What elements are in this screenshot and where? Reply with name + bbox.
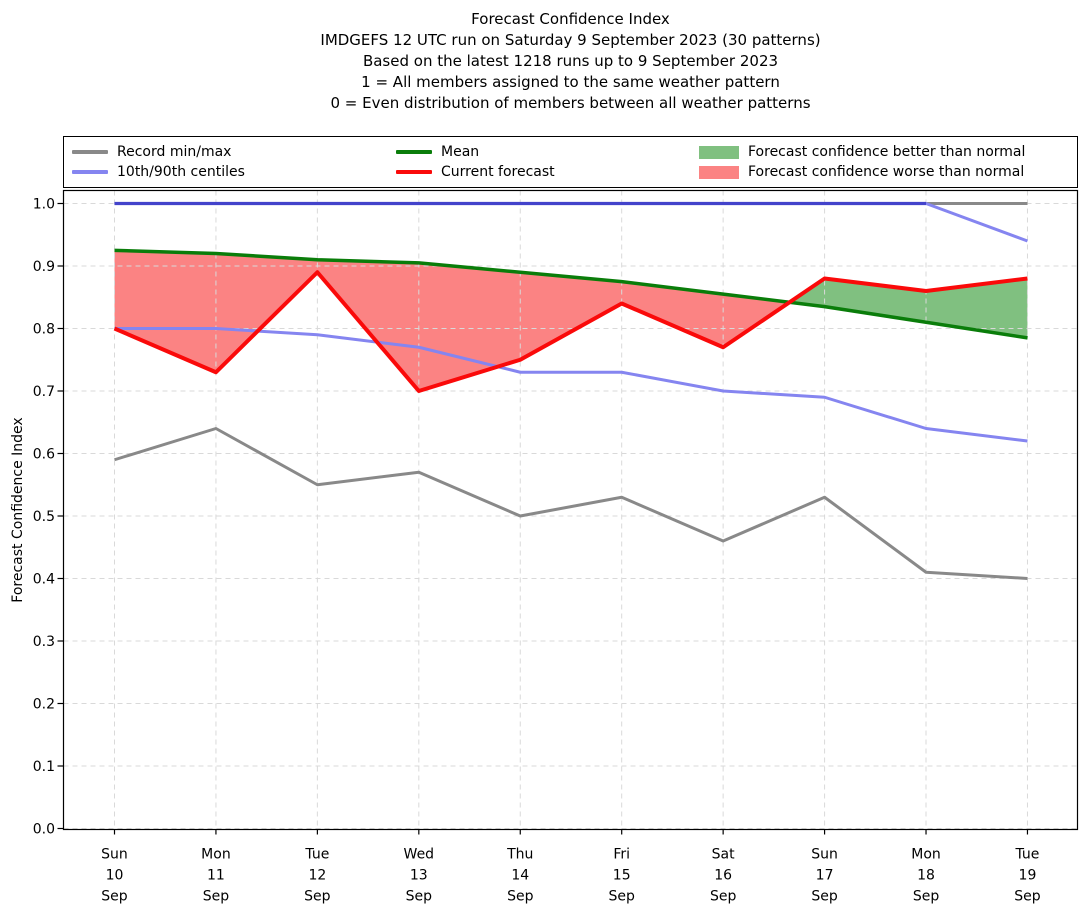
legend: Record min/max 10th/90th centiles Mean C…	[63, 136, 1078, 188]
x-tick-label: Mon	[911, 847, 941, 863]
chart-title: Forecast Confidence Index IMDGEFS 12 UTC…	[63, 9, 1078, 114]
x-tick-label: Sep	[507, 889, 534, 905]
legend-label: Record min/max	[117, 144, 232, 160]
x-tick-label: Sep	[1014, 889, 1041, 905]
record-minmax-swatch	[72, 150, 108, 154]
confidence-worse-fill	[114, 250, 790, 391]
legend-item-worse-than-normal: Forecast confidence worse than normal	[699, 162, 1025, 182]
chart-title-line-2: IMDGEFS 12 UTC run on Saturday 9 Septemb…	[320, 31, 821, 49]
x-tick-label: Sep	[609, 889, 636, 905]
y-axis-label: Forecast Confidence Index	[10, 417, 26, 602]
confidence-fills	[114, 250, 1028, 391]
centile-90-line	[114, 202, 1028, 243]
x-tick-label: Sep	[710, 889, 737, 905]
x-tick-label: Tue	[1014, 847, 1039, 863]
legend-item-record-minmax: Record min/max	[72, 142, 245, 162]
x-tick-label: Sep	[811, 889, 838, 905]
chart-title-line-5: 0 = Even distribution of members between…	[330, 94, 811, 112]
x-tick-label: 18	[917, 868, 935, 884]
x-tick-label: 13	[410, 868, 428, 884]
worse-than-normal-swatch	[699, 165, 739, 179]
legend-label: Current forecast	[441, 164, 555, 180]
x-tick-label: 15	[613, 868, 631, 884]
x-tick-label: Tue	[304, 847, 329, 863]
current-forecast-swatch	[396, 170, 432, 174]
x-tick-label: Thu	[506, 847, 533, 863]
legend-item-centiles: 10th/90th centiles	[72, 162, 245, 182]
x-tick-label: Fri	[613, 847, 630, 863]
plot-frame	[62, 189, 1079, 831]
centile-10-line	[114, 327, 1028, 443]
legend-item-better-than-normal: Forecast confidence better than normal	[699, 142, 1025, 162]
y-tick-label: 0.1	[33, 759, 55, 775]
legend-column-1: Record min/max 10th/90th centiles	[72, 142, 245, 182]
chart-title-line-3: Based on the latest 1218 runs up to 9 Se…	[362, 52, 779, 70]
gridlines	[63, 190, 1078, 830]
y-tick-labels: 0.0 0.1 0.2 0.3 0.4 0.5 0.6 0.7 0.8 0.9 1.0	[33, 197, 55, 838]
y-tick-label: 0.0	[33, 822, 55, 838]
x-tick-label: 10	[106, 868, 124, 884]
y-tick-label: 0.4	[33, 572, 55, 588]
x-tick-label: 19	[1019, 868, 1037, 884]
x-tick-label: 14	[511, 868, 529, 884]
x-tick-label: 16	[714, 868, 732, 884]
mean-line	[114, 248, 1028, 340]
y-tick-label: 1.0	[33, 197, 55, 213]
legend-item-mean: Mean	[396, 142, 555, 162]
series-lines	[113, 201, 1028, 580]
legend-label: 10th/90th centiles	[117, 164, 245, 180]
x-tick-label: Sep	[406, 889, 433, 905]
x-tick-label: Sep	[101, 889, 128, 905]
x-tick-labels: Sun 10 Sep Mon 11 Sep Tue 12 Sep Wed 13 Sep Thu 14 Sep…	[101, 847, 1041, 905]
y-tick-label: 0.5	[33, 509, 55, 525]
x-tick-label: Sep	[203, 889, 230, 905]
legend-label: Forecast confidence worse than normal	[748, 164, 1025, 180]
x-tick-label: Sep	[304, 889, 331, 905]
current-forecast-line	[113, 270, 1028, 393]
chart-title-line-4: 1 = All members assigned to the same wea…	[361, 73, 780, 91]
x-tick-label: Sat	[712, 847, 735, 863]
y-tick-label: 0.7	[33, 384, 55, 400]
x-tick-label: 11	[207, 868, 225, 884]
confidence-better-fill	[789, 278, 1028, 338]
x-tick-label: 17	[816, 868, 834, 884]
legend-column-3: Forecast confidence better than normal F…	[699, 142, 1025, 182]
legend-column-2: Mean Current forecast	[396, 142, 555, 182]
x-tick-label: Sep	[913, 889, 940, 905]
mean-swatch	[396, 150, 432, 154]
legend-label: Mean	[441, 144, 480, 160]
y-tick-label: 0.2	[33, 697, 55, 713]
y-tick-label: 0.9	[33, 259, 55, 275]
x-tick-label: 12	[308, 868, 326, 884]
legend-label: Forecast confidence better than normal	[748, 144, 1026, 160]
chart-title-line-1: Forecast Confidence Index	[471, 10, 670, 28]
y-tick-label: 0.6	[33, 447, 55, 463]
x-tick-label: Wed	[404, 847, 435, 863]
legend-item-current-forecast: Current forecast	[396, 162, 555, 182]
axis-ticks	[57, 202, 1029, 835]
y-tick-label: 0.8	[33, 322, 55, 338]
centiles-swatch	[72, 170, 108, 174]
x-tick-label: Sun	[101, 847, 128, 863]
x-tick-label: Sun	[811, 847, 838, 863]
y-tick-label: 0.3	[33, 634, 55, 650]
record-min-line	[114, 427, 1028, 580]
x-tick-label: Mon	[201, 847, 231, 863]
better-than-normal-swatch	[699, 145, 739, 159]
